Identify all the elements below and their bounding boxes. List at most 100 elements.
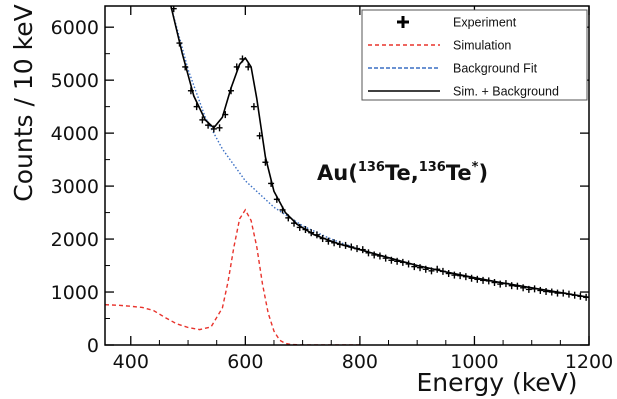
series-simulation-line <box>105 208 360 345</box>
experiment-point <box>399 258 406 266</box>
experiment-point <box>502 280 509 288</box>
axes-layer: 400 600 800 1000 1200 0 1000 2000 3000 4000 5000 60… <box>51 5 613 373</box>
experiment-point <box>376 252 383 260</box>
experiment-point <box>382 254 389 262</box>
experiment-point <box>434 265 441 273</box>
legend-item-simulation: Simulation <box>368 39 511 53</box>
legend-item-sim-background: Sim. + Background <box>368 85 559 99</box>
experiment-point <box>560 289 567 297</box>
experiment-point <box>474 275 481 283</box>
experiment-point <box>205 121 212 129</box>
experiment-point <box>210 125 217 133</box>
experiment-point <box>457 272 464 280</box>
experiment-point <box>417 264 424 272</box>
experiment-point <box>233 63 240 71</box>
experiment-point <box>485 277 492 285</box>
experiment-point <box>520 284 527 292</box>
experiment-point <box>531 285 538 293</box>
experiment-point <box>422 265 429 273</box>
legend-item-experiment: Experiment <box>397 16 517 30</box>
experiment-point <box>571 291 578 299</box>
experiment-point <box>268 179 275 187</box>
experiment-point <box>256 132 263 140</box>
experiment-point <box>468 274 475 282</box>
y-tick-label: 0 <box>87 335 99 357</box>
experiment-point <box>245 63 252 71</box>
experiment-point <box>514 282 521 290</box>
experiment-point <box>193 103 200 111</box>
experiment-point <box>319 235 326 243</box>
experiment-point <box>348 243 355 251</box>
legend-label-background-fit: Background Fit <box>453 62 538 76</box>
experiment-point <box>222 111 229 119</box>
experiment-point <box>228 87 235 95</box>
x-tick-label: 600 <box>227 351 263 373</box>
legend-label-sim-background: Sim. + Background <box>453 85 559 99</box>
experiment-point <box>451 271 458 279</box>
experiment-point <box>439 267 446 275</box>
experiment-point <box>250 103 257 111</box>
experiment-point <box>359 246 366 254</box>
experiment-point <box>365 249 372 257</box>
experiment-point <box>331 239 338 247</box>
experiment-point <box>491 278 498 286</box>
experiment-point <box>548 288 555 296</box>
experiment-point <box>428 267 435 275</box>
experiment-point <box>199 116 206 124</box>
experiment-point <box>273 195 280 203</box>
experiment-point <box>583 293 589 301</box>
experiment-point <box>313 231 320 239</box>
x-axis-label: Energy (keV) <box>416 368 577 397</box>
experiment-point <box>302 226 309 234</box>
experiment-point <box>577 292 584 300</box>
experiment-point <box>187 87 194 95</box>
experiment-point <box>394 257 401 265</box>
experiment-point <box>182 63 189 71</box>
experiment-point <box>554 289 561 297</box>
experiment-point <box>480 276 487 284</box>
experiment-point <box>325 237 332 245</box>
legend: Experiment Simulation Background Fit Sim. +… <box>361 9 588 101</box>
legend-item-background-fit: Background Fit <box>368 62 538 76</box>
experiment-point <box>445 269 452 277</box>
y-axis-label: Counts / 10 keV <box>9 4 38 201</box>
experiment-point <box>239 55 246 63</box>
x-tick-label: 800 <box>342 351 378 373</box>
experiment-point <box>565 290 572 298</box>
experiment-point <box>291 219 298 227</box>
experiment-point <box>342 241 349 249</box>
legend-label-simulation: Simulation <box>453 39 511 53</box>
experiment-point <box>371 251 378 259</box>
experiment-point <box>525 285 532 293</box>
experiment-point <box>296 223 303 231</box>
y-tick-label: 2000 <box>51 229 99 251</box>
plot-frame <box>104 5 590 346</box>
experiment-point <box>497 280 504 288</box>
reaction-annotation: Au(136Te,136Te*) <box>317 160 488 185</box>
x-tick-label: 400 <box>113 351 149 373</box>
series-layer <box>105 6 589 345</box>
experiment-point <box>388 256 395 264</box>
legend-label-experiment: Experiment <box>453 16 517 30</box>
experiment-point <box>285 214 292 222</box>
experiment-point <box>537 286 544 294</box>
experiment-point <box>176 39 183 47</box>
y-tick-label: 5000 <box>51 70 99 92</box>
experiment-point <box>411 263 418 271</box>
experiment-point <box>543 288 550 296</box>
x-tick-label: 1200 <box>565 351 613 373</box>
x-tick-label: 1000 <box>450 351 498 373</box>
experiment-point <box>354 245 361 253</box>
experiment-point <box>462 273 469 281</box>
experiment-point <box>508 282 515 290</box>
series-sim-background-line <box>170 6 589 299</box>
legend-box <box>361 9 588 101</box>
y-tick-label: 3000 <box>51 176 99 198</box>
experiment-point <box>262 158 269 166</box>
y-tick-label: 6000 <box>51 17 99 39</box>
experiment-point <box>308 229 315 237</box>
experiment-point <box>279 206 286 214</box>
y-tick-label: 1000 <box>51 282 99 304</box>
y-tick-label: 4000 <box>51 123 99 145</box>
